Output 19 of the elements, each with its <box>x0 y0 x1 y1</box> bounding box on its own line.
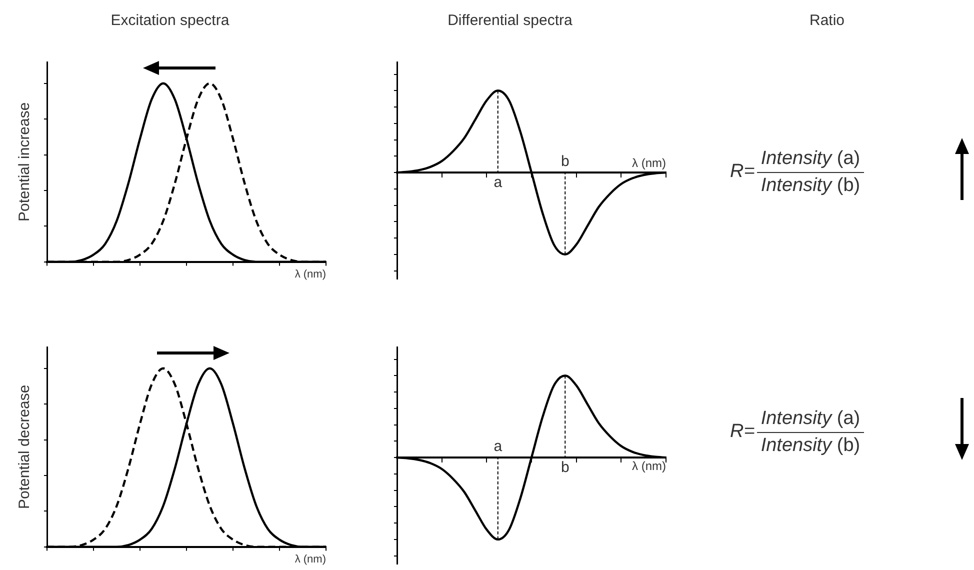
text: Intensity (a) <box>760 148 860 168</box>
x-axis-title: λ (nm) <box>632 156 666 170</box>
text: Intensity (a) <box>760 408 860 428</box>
x-axis-title: λ (nm) <box>294 268 326 280</box>
chart-title: Excitation spectra <box>110 12 230 28</box>
x-axis-title: λ (nm) <box>632 458 666 473</box>
chart-title: Differential spectra <box>448 12 572 28</box>
text: Intensity (b) <box>760 174 860 196</box>
text: Intensity (b) <box>760 434 860 456</box>
text: R= <box>730 161 755 183</box>
x-axis-title: λ (nm) <box>294 553 326 566</box>
annotation: b <box>560 459 570 476</box>
y-axis-title: Potential decrease <box>16 384 34 510</box>
y-axis-title: Potential increase <box>16 102 34 222</box>
text: R= <box>730 421 755 443</box>
annotation: a <box>494 174 503 192</box>
text: Ratio <box>809 12 845 28</box>
annotation: a <box>494 438 503 456</box>
annotation: b <box>560 153 570 170</box>
